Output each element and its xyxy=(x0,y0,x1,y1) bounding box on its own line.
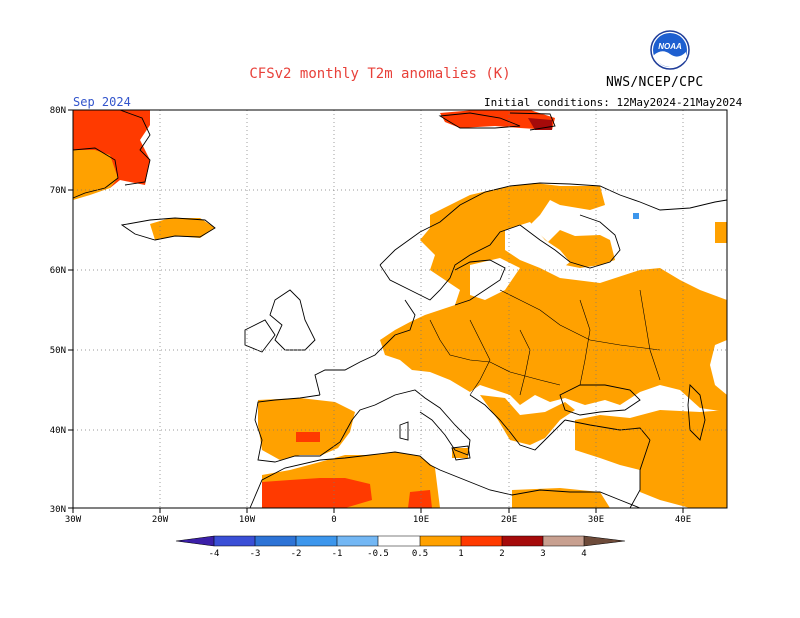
colorbar-label-p2: 2 xyxy=(499,549,504,559)
anomaly-mideast-warm xyxy=(650,455,690,475)
lon-label-10w: 10W xyxy=(239,515,256,525)
anomaly-gap-baltic xyxy=(470,258,520,300)
lon-label-40e: 40E xyxy=(675,515,691,525)
noaa-logo: NOAA xyxy=(650,30,690,70)
anomaly-svalbard xyxy=(440,110,555,130)
anomaly-egypt xyxy=(512,488,610,508)
colorbar-swatch-0 xyxy=(176,536,214,546)
colorbar-swatch-7 xyxy=(461,536,502,546)
lat-label-40n: 40N xyxy=(50,426,66,436)
anomaly-europe-main xyxy=(380,183,727,412)
valid-month: Sep 2024 xyxy=(73,95,131,109)
colorbar-swatch-9 xyxy=(543,536,584,546)
colorbar-label-p1: 1 xyxy=(458,549,463,559)
lon-label-20w: 20W xyxy=(152,515,169,525)
colorbar-label-p3: 3 xyxy=(540,549,545,559)
map-title: CFSv2 monthly T2m anomalies (K) xyxy=(249,66,511,82)
graticule xyxy=(73,110,727,508)
colorbar-swatch-10 xyxy=(584,536,625,546)
lon-label-0: 0 xyxy=(331,515,336,525)
colorbar-label-p05: 0.5 xyxy=(412,549,428,559)
lon-label-30w: 30W xyxy=(65,515,82,525)
lon-label-30e: 30E xyxy=(588,515,604,525)
coastlines xyxy=(72,109,728,509)
anomaly-turkey-mideast xyxy=(575,410,727,508)
initial-conditions: Initial conditions: 12May2024-21May2024 xyxy=(484,96,743,109)
lon-tick-labels: 30W 20W 10W 0 10E 20E 30E 40E xyxy=(65,515,691,525)
colorbar-label-m4: -4 xyxy=(209,549,220,559)
colorbar-swatch-8 xyxy=(502,536,543,546)
lat-label-60n: 60N xyxy=(50,266,66,276)
colorbar-label-m1: -1 xyxy=(332,549,343,559)
colorbar-swatch-5 xyxy=(378,536,420,546)
anomaly-north-africa-warm xyxy=(262,478,372,508)
anomaly-greenland-moderate xyxy=(73,150,118,200)
svg-text:NOAA: NOAA xyxy=(658,42,682,51)
lat-label-70n: 70N xyxy=(50,186,66,196)
anomaly-iberia-warm xyxy=(296,432,320,442)
anomaly-cold-kola xyxy=(633,213,639,219)
anomaly-balkans xyxy=(480,395,575,445)
colorbar-swatch-1 xyxy=(214,536,255,546)
colorbar-label-m3: -3 xyxy=(250,549,261,559)
lat-label-30n: 30N xyxy=(50,505,66,515)
colorbar-label-m2: -2 xyxy=(291,549,302,559)
colorbar-swatch-2 xyxy=(255,536,296,546)
tick-marks xyxy=(68,109,684,513)
anomaly-fills xyxy=(73,110,727,508)
lon-label-20e: 20E xyxy=(501,515,517,525)
lat-label-80n: 80N xyxy=(50,106,66,116)
anomaly-iberia xyxy=(258,398,355,460)
colorbar-swatch-3 xyxy=(296,536,337,546)
colorbar-swatch-4 xyxy=(337,536,378,546)
anomaly-gap-finland xyxy=(505,222,570,270)
colorbar: -4 -3 -2 -1 -0.5 0.5 1 2 3 4 xyxy=(175,535,626,559)
map-frame xyxy=(72,109,728,509)
colorbar-label-m05: -0.5 xyxy=(367,549,389,559)
agency-label: NWS/NCEP/CPC xyxy=(606,75,704,90)
anomaly-east-edge xyxy=(715,222,727,243)
lat-label-50n: 50N xyxy=(50,346,66,356)
anomaly-iceland xyxy=(150,218,215,240)
colorbar-swatch-6 xyxy=(420,536,461,546)
colorbar-label-p4: 4 xyxy=(581,549,586,559)
anomaly-libya xyxy=(408,490,432,508)
lat-tick-labels: 30N 40N 50N 60N 70N 80N xyxy=(50,106,66,515)
lon-label-10e: 10E xyxy=(413,515,429,525)
